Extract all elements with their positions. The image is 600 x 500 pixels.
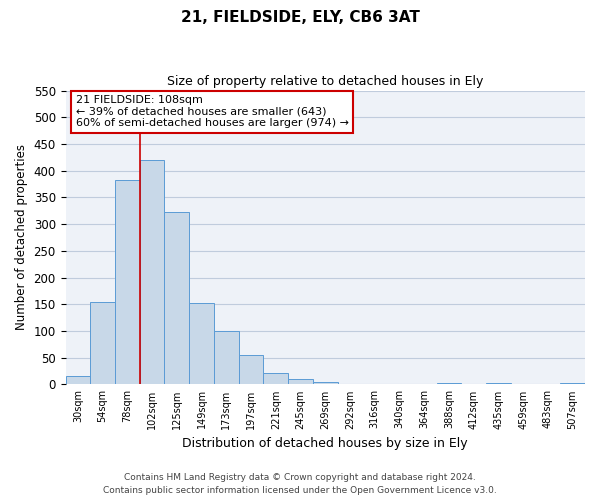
Text: 21 FIELDSIDE: 108sqm
← 39% of detached houses are smaller (643)
60% of semi-deta: 21 FIELDSIDE: 108sqm ← 39% of detached h… (76, 95, 349, 128)
Bar (288, 378, 313, 384)
Bar (115, 180, 140, 384)
Bar (263, 372, 288, 384)
Bar (164, 212, 189, 384)
Bar (90, 302, 115, 384)
Bar (313, 382, 338, 384)
Bar (65, 376, 90, 384)
Bar (239, 355, 263, 384)
Bar (140, 160, 164, 384)
Text: Contains HM Land Registry data © Crown copyright and database right 2024.
Contai: Contains HM Land Registry data © Crown c… (103, 474, 497, 495)
Y-axis label: Number of detached properties: Number of detached properties (15, 144, 28, 330)
Bar (214, 331, 239, 384)
Bar (189, 302, 214, 384)
Title: Size of property relative to detached houses in Ely: Size of property relative to detached ho… (167, 75, 484, 88)
Text: 21, FIELDSIDE, ELY, CB6 3AT: 21, FIELDSIDE, ELY, CB6 3AT (181, 10, 419, 25)
X-axis label: Distribution of detached houses by size in Ely: Distribution of detached houses by size … (182, 437, 468, 450)
